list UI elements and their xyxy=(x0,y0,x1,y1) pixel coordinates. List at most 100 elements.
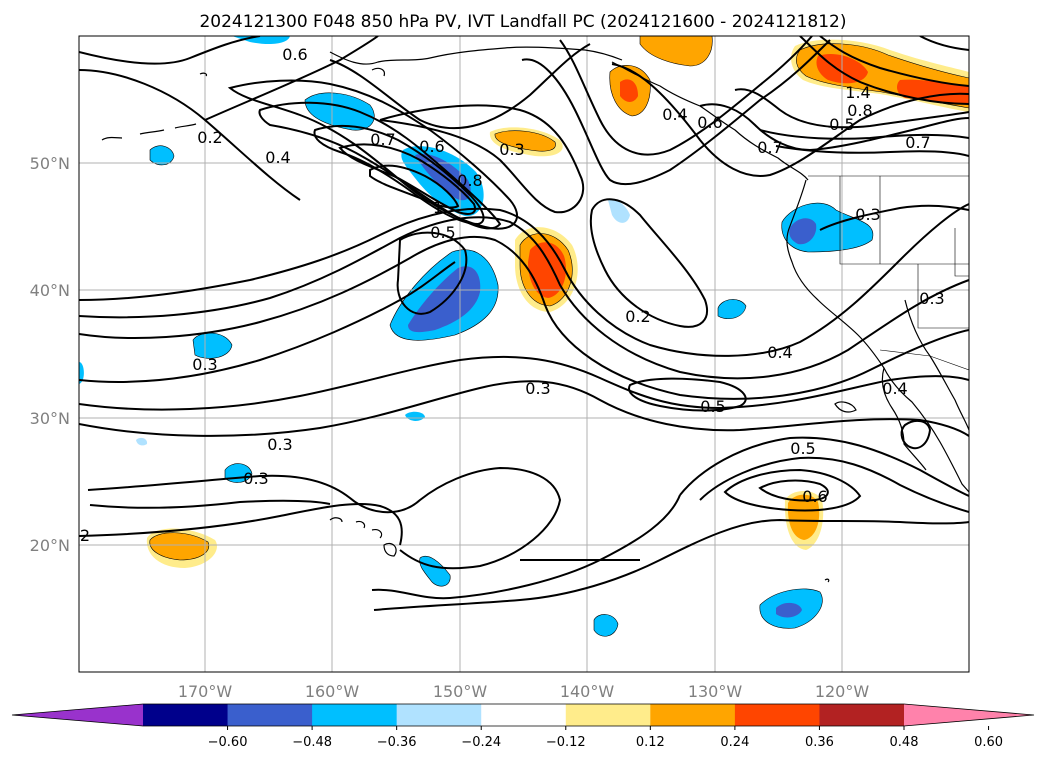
shade-patch xyxy=(304,92,375,131)
shade-patch xyxy=(789,218,817,245)
border-state xyxy=(839,176,969,265)
contour-line xyxy=(521,39,831,186)
contour-line xyxy=(79,261,456,383)
lon-tick-label: 150°W xyxy=(433,682,488,701)
contour-line xyxy=(79,502,403,546)
lat-tick-label: 30°N xyxy=(30,409,70,428)
contour-lines xyxy=(79,36,969,611)
island-pribilof xyxy=(199,72,208,77)
contour-label: 0.3 xyxy=(192,355,217,374)
coastline-west-us xyxy=(786,179,969,493)
lon-tick-label: 140°W xyxy=(560,682,615,701)
island-aleutian xyxy=(101,136,123,141)
colorbar-segment xyxy=(481,704,567,726)
map-frame xyxy=(78,35,970,673)
contour-line xyxy=(79,235,969,400)
contour-label: 0.3 xyxy=(855,205,880,224)
contour-label: 0.4 xyxy=(265,148,290,167)
contour-label: 0.3 xyxy=(919,289,944,308)
contour-line xyxy=(371,494,681,600)
contour-line xyxy=(611,63,969,177)
coastline-gulf-california xyxy=(904,299,969,431)
colorbar-tick-label: 0.60 xyxy=(974,735,1003,750)
colorbar-extend-max xyxy=(904,704,1034,726)
contour-label: 0.2 xyxy=(625,307,650,326)
contour-line xyxy=(628,377,747,412)
contour-line xyxy=(313,124,485,226)
contour-line xyxy=(204,36,379,121)
colorbar-segment xyxy=(312,704,398,726)
colorbar: −0.60 −0.48 −0.36 −0.24 −0.12 0.12 0.24 0.36 0.4… xyxy=(11,703,1035,750)
colorbar-tick-label: −0.36 xyxy=(377,735,417,750)
contour-line xyxy=(919,36,969,51)
island-hawaii xyxy=(383,542,397,557)
contour-line xyxy=(89,499,331,509)
colorbar-segment xyxy=(565,704,651,726)
contour-label: 1.4 xyxy=(845,83,870,102)
contour-line xyxy=(79,355,969,411)
colorbar-segment xyxy=(396,704,482,726)
contour-line xyxy=(679,436,969,497)
contour-line xyxy=(775,145,969,157)
contour-label: 0.5 xyxy=(430,223,455,242)
shade-patch xyxy=(620,79,638,102)
contour-line xyxy=(819,36,969,87)
contour-label: 0.6 xyxy=(282,45,307,64)
shade-patch xyxy=(639,36,713,67)
contour-label: 0.6 xyxy=(697,113,722,132)
coastline-alaska xyxy=(329,46,623,65)
colorbar-tick-label: 0.48 xyxy=(890,735,919,750)
colorbar-segment xyxy=(143,704,229,726)
shade-patch xyxy=(608,198,630,223)
contour-line xyxy=(819,204,969,231)
shade-patch xyxy=(79,362,84,384)
shade-patch xyxy=(717,299,747,319)
shade-patch xyxy=(776,602,802,618)
colorbar-tick-label: −0.24 xyxy=(461,735,501,750)
contour-line xyxy=(369,164,460,209)
contour-label: 0.2 xyxy=(197,128,222,147)
lon-tick-label: 120°W xyxy=(815,682,870,701)
contour-line xyxy=(900,419,932,450)
lon-tick-labels: 170°W 160°W 150°W 140°W 130°W 120°W xyxy=(178,682,870,701)
contour-line xyxy=(589,198,708,328)
contour-line xyxy=(373,518,969,611)
border-state xyxy=(954,228,969,277)
lon-tick-label: 170°W xyxy=(178,682,233,701)
contour-line xyxy=(79,36,261,65)
contour-line xyxy=(329,43,591,130)
shade-patch xyxy=(494,130,556,152)
contour-line xyxy=(758,479,829,502)
contour-line xyxy=(759,129,969,140)
colorbar-ticks: −0.60 −0.48 −0.36 −0.24 −0.12 0.12 0.24 0.36 0.4… xyxy=(208,726,1003,750)
contour-line xyxy=(699,456,969,513)
contour-label: 0.6 xyxy=(419,137,444,156)
contour-line xyxy=(723,468,862,512)
colorbar-segment xyxy=(734,704,820,726)
map-title: 2024121300 F048 850 hPa PV, IVT Landfall… xyxy=(199,12,846,32)
colorbar-tick-label: −0.12 xyxy=(546,735,586,750)
border-state xyxy=(917,264,969,329)
colorbar-outline xyxy=(11,703,1035,727)
contour-line xyxy=(79,203,969,357)
shade-patch xyxy=(136,437,148,446)
lat-tick-label: 20°N xyxy=(30,536,70,555)
contour-line xyxy=(799,36,969,105)
map-panel: 0.6 0.2 0.4 0.7 0.6 0.8 1 0.5 0.3 0.4 0.… xyxy=(78,35,970,673)
contour-line xyxy=(79,216,969,380)
contour-label: 2 xyxy=(80,526,90,545)
shade-patch xyxy=(405,411,425,421)
colorbar-extend-min xyxy=(12,704,143,726)
colorbar-segment xyxy=(650,704,736,726)
shade-patch xyxy=(408,266,481,333)
island-hawaii xyxy=(355,520,366,529)
contour-label: 0.7 xyxy=(370,130,395,149)
contour-label: 0.3 xyxy=(243,469,268,488)
lat-tick-label: 40°N xyxy=(30,281,70,300)
coastline-bc-panhandle xyxy=(611,61,809,181)
colorbar-segment xyxy=(227,704,313,726)
contour-label: 0.6 xyxy=(802,487,827,506)
colorbar-segments xyxy=(11,703,1035,727)
colorbar-tick-label: −0.60 xyxy=(208,735,248,750)
